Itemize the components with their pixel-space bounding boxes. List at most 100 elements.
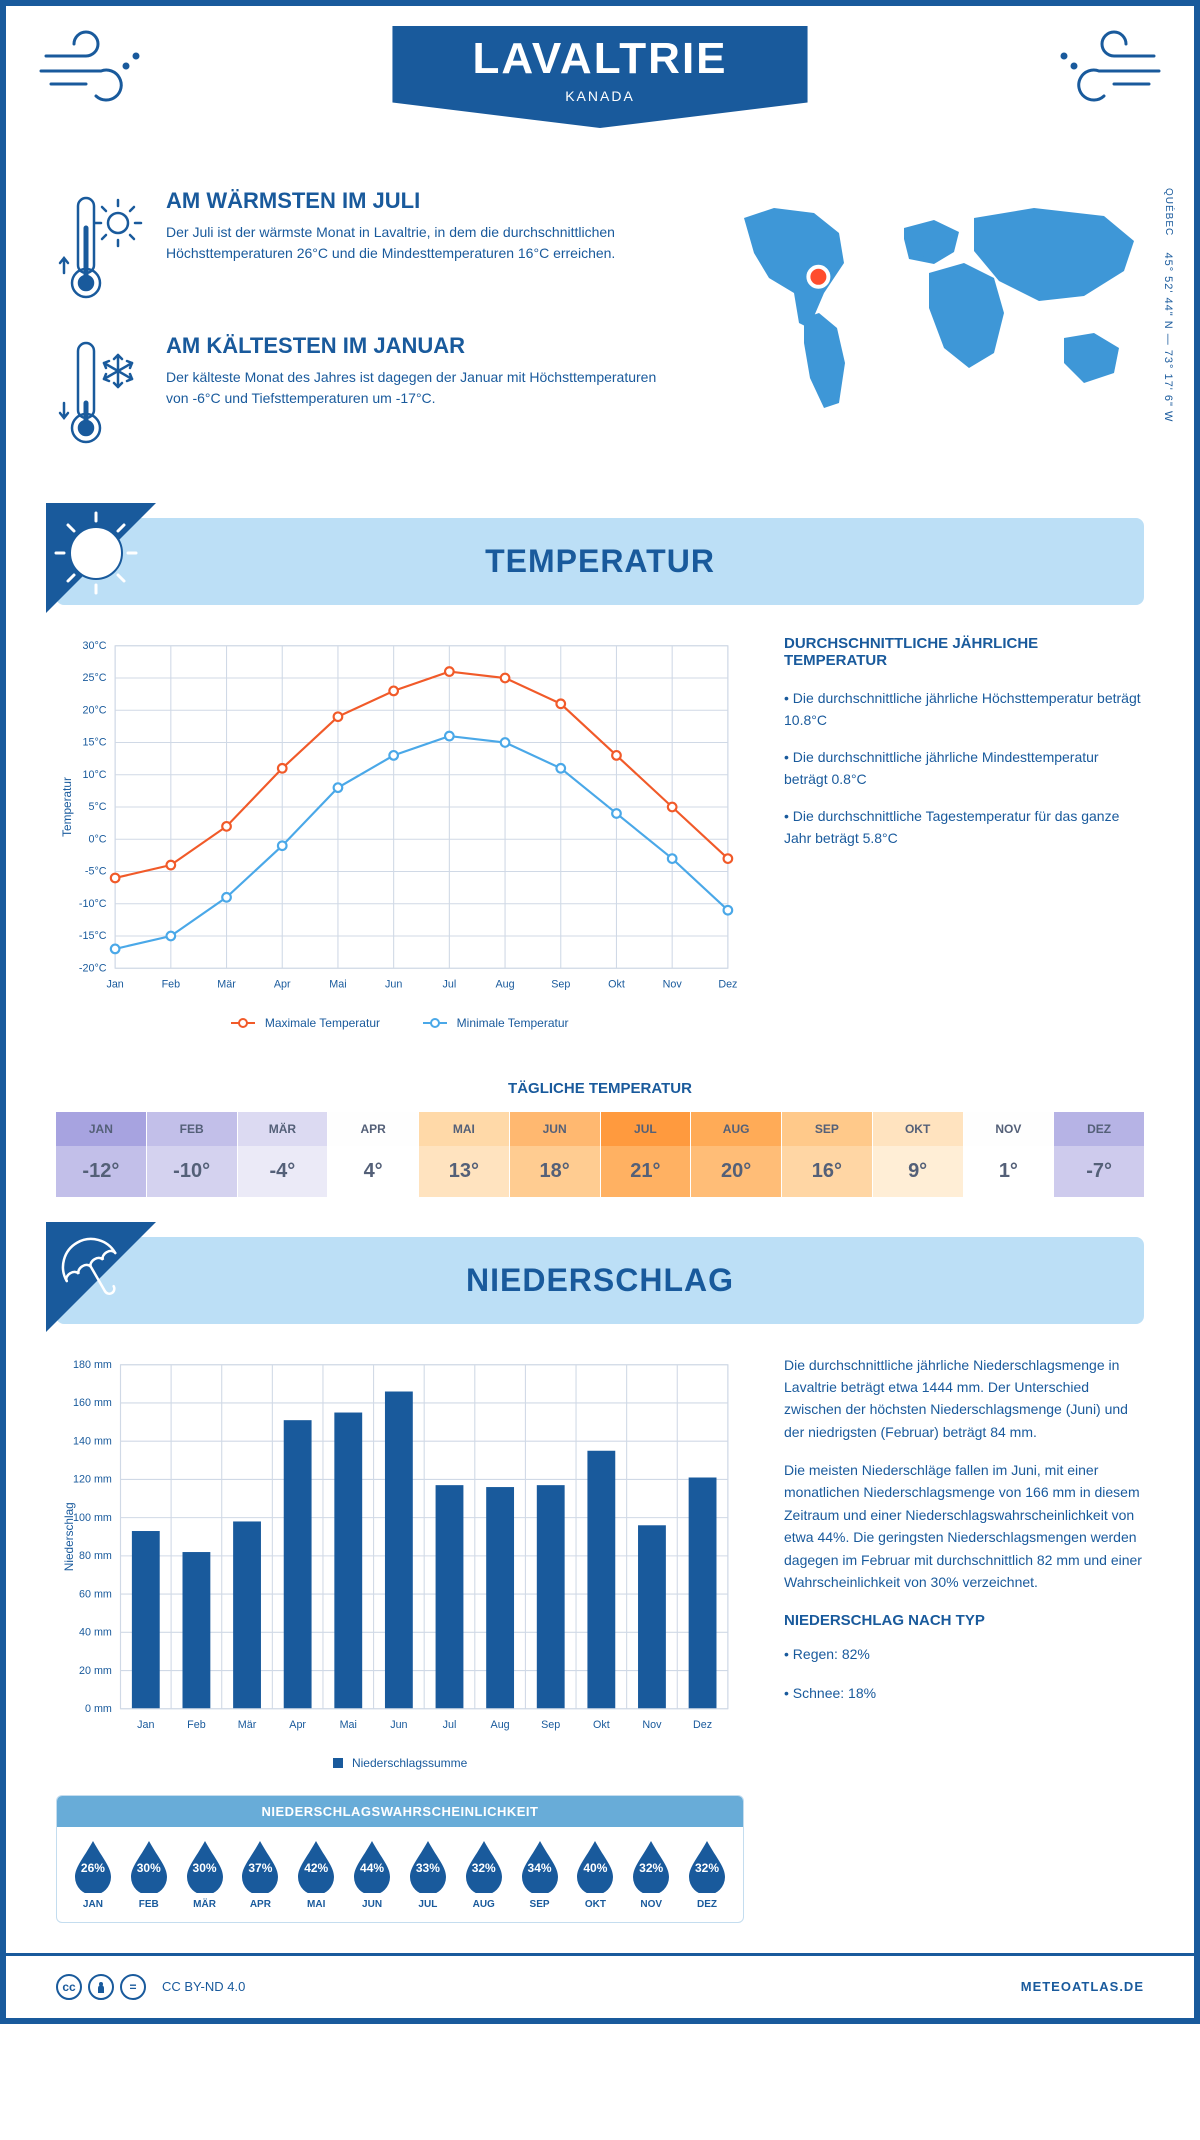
license-block: cc = CC BY-ND 4.0 bbox=[56, 1974, 245, 2000]
country-subtitle: KANADA bbox=[472, 88, 727, 104]
footer-brand: METEOATLAS.DE bbox=[1021, 1979, 1144, 1994]
precipitation-section-title: NIEDERSCHLAG bbox=[76, 1262, 1124, 1299]
coldest-text: Der kälteste Monat des Jahres ist dagege… bbox=[166, 367, 664, 409]
precipitation-left: 0 mm20 mm40 mm60 mm80 mm100 mm120 mm140 … bbox=[56, 1354, 744, 1923]
daily-temp-cell: JAN -12° bbox=[56, 1112, 147, 1197]
daily-temp-value: 20° bbox=[691, 1146, 781, 1197]
page-footer: cc = CC BY-ND 4.0 METEOATLAS.DE bbox=[6, 1953, 1194, 2018]
probability-value: 30% bbox=[137, 1861, 161, 1875]
probability-month: JUN bbox=[344, 1899, 400, 1910]
svg-text:Feb: Feb bbox=[187, 1719, 206, 1731]
probability-month: NOV bbox=[623, 1899, 679, 1910]
raindrop-icon: 32% bbox=[462, 1839, 506, 1893]
svg-text:Jun: Jun bbox=[385, 979, 402, 991]
temperature-description: DURCHSCHNITTLICHE JÄHRLICHE TEMPERATUR •… bbox=[784, 635, 1144, 1030]
svg-text:Sep: Sep bbox=[551, 979, 570, 991]
svg-text:Dez: Dez bbox=[718, 979, 737, 991]
daily-temp-month: DEZ bbox=[1054, 1112, 1144, 1146]
daily-temp-month: JUL bbox=[601, 1112, 691, 1146]
probability-value: 37% bbox=[248, 1861, 272, 1875]
temp-desc-p2: • Die durchschnittliche jährliche Mindes… bbox=[784, 746, 1144, 791]
precipitation-chart: 0 mm20 mm40 mm60 mm80 mm100 mm120 mm140 … bbox=[56, 1354, 744, 1741]
daily-temp-month: OKT bbox=[873, 1112, 963, 1146]
daily-temp-cell: AUG 20° bbox=[691, 1112, 782, 1197]
probability-cell: 30% FEB bbox=[121, 1839, 177, 1910]
svg-text:10°C: 10°C bbox=[82, 769, 106, 781]
probability-value: 44% bbox=[360, 1861, 384, 1875]
daily-temp-value: -12° bbox=[56, 1146, 146, 1197]
daily-temp-value: 16° bbox=[782, 1146, 872, 1197]
svg-text:Niederschlag: Niederschlag bbox=[62, 1502, 76, 1571]
svg-text:Nov: Nov bbox=[642, 1719, 662, 1731]
probability-grid: 26% JAN 30% FEB 30% MÄR 37% APR bbox=[57, 1827, 743, 1922]
temp-desc-title: DURCHSCHNITTLICHE JÄHRLICHE TEMPERATUR bbox=[784, 635, 1144, 669]
daily-temp-value: 21° bbox=[601, 1146, 691, 1197]
svg-text:Jan: Jan bbox=[137, 1719, 154, 1731]
svg-text:180 mm: 180 mm bbox=[73, 1358, 112, 1370]
warmest-text: Der Juli ist der wärmste Monat in Lavalt… bbox=[166, 222, 664, 264]
probability-cell: 42% MAI bbox=[288, 1839, 344, 1910]
probability-month: MAI bbox=[288, 1899, 344, 1910]
probability-month: APR bbox=[232, 1899, 288, 1910]
daily-temp-month: AUG bbox=[691, 1112, 781, 1146]
svg-text:Nov: Nov bbox=[663, 979, 683, 991]
svg-text:Dez: Dez bbox=[693, 1719, 712, 1731]
precip-type-title: NIEDERSCHLAG NACH TYP bbox=[784, 1609, 1144, 1633]
precip-legend-label: Niederschlagssumme bbox=[352, 1756, 467, 1770]
precipitation-section: 0 mm20 mm40 mm60 mm80 mm100 mm120 mm140 … bbox=[6, 1354, 1194, 1953]
svg-text:0°C: 0°C bbox=[88, 833, 106, 845]
probability-value: 42% bbox=[304, 1861, 328, 1875]
precipitation-section-header: NIEDERSCHLAG bbox=[56, 1237, 1144, 1324]
precipitation-description: Die durchschnittliche jährliche Niedersc… bbox=[784, 1354, 1144, 1923]
probability-month: OKT bbox=[567, 1899, 623, 1910]
coords-label: 45° 52' 44" N — 73° 17' 6" W bbox=[1162, 252, 1174, 422]
svg-text:Temperatur: Temperatur bbox=[60, 777, 74, 837]
probability-month: AUG bbox=[456, 1899, 512, 1910]
svg-text:Apr: Apr bbox=[289, 1719, 306, 1731]
temperature-summary: AM WÄRMSTEN IM JULI Der Juli ist der wär… bbox=[56, 188, 664, 478]
daily-temp-cell: NOV 1° bbox=[964, 1112, 1055, 1197]
cc-icon: cc bbox=[56, 1974, 82, 2000]
svg-text:Mär: Mär bbox=[217, 979, 236, 991]
coordinates: QUÉBEC 45° 52' 44" N — 73° 17' 6" W bbox=[1162, 188, 1174, 422]
probability-box: NIEDERSCHLAGSWAHRSCHEINLICHKEIT 26% JAN … bbox=[56, 1795, 744, 1923]
daily-temp-value: -4° bbox=[238, 1146, 328, 1197]
sun-icon bbox=[46, 503, 156, 613]
precip-desc-p1: Die durchschnittliche jährliche Niedersc… bbox=[784, 1354, 1144, 1444]
temperature-chart-section: -20°C-15°C-10°C-5°C0°C5°C10°C15°C20°C25°… bbox=[6, 635, 1194, 1060]
svg-text:Okt: Okt bbox=[593, 1719, 610, 1731]
svg-text:15°C: 15°C bbox=[82, 737, 106, 749]
raindrop-icon: 34% bbox=[518, 1839, 562, 1893]
probability-value: 33% bbox=[416, 1861, 440, 1875]
page-header: LAVALTRIE KANADA bbox=[6, 6, 1194, 168]
daily-temp-cell: JUN 18° bbox=[510, 1112, 601, 1197]
svg-text:100 mm: 100 mm bbox=[73, 1511, 112, 1523]
temperature-legend: Maximale Temperatur Minimale Temperatur bbox=[56, 1016, 744, 1030]
svg-text:0 mm: 0 mm bbox=[85, 1702, 112, 1714]
probability-month: SEP bbox=[512, 1899, 568, 1910]
temperature-section-title: TEMPERATUR bbox=[76, 543, 1124, 580]
probability-cell: 32% DEZ bbox=[679, 1839, 735, 1910]
probability-value: 40% bbox=[583, 1861, 607, 1875]
temp-desc-p1: • Die durchschnittliche jährliche Höchst… bbox=[784, 687, 1144, 732]
warmest-block: AM WÄRMSTEN IM JULI Der Juli ist der wär… bbox=[56, 188, 664, 308]
legend-max-label: Maximale Temperatur bbox=[265, 1016, 380, 1030]
svg-text:20 mm: 20 mm bbox=[79, 1664, 112, 1676]
svg-text:Feb: Feb bbox=[162, 979, 181, 991]
probability-value: 34% bbox=[528, 1861, 552, 1875]
daily-temp-title: TÄGLICHE TEMPERATUR bbox=[6, 1080, 1194, 1097]
svg-text:Mai: Mai bbox=[329, 979, 346, 991]
svg-text:160 mm: 160 mm bbox=[73, 1397, 112, 1409]
svg-text:-15°C: -15°C bbox=[79, 930, 107, 942]
daily-temp-cell: DEZ -7° bbox=[1054, 1112, 1144, 1197]
daily-temp-month: APR bbox=[328, 1112, 418, 1146]
daily-temp-value: -10° bbox=[147, 1146, 237, 1197]
temp-desc-p3: • Die durchschnittliche Tagestemperatur … bbox=[784, 805, 1144, 850]
svg-text:Jun: Jun bbox=[390, 1719, 407, 1731]
raindrop-icon: 32% bbox=[629, 1839, 673, 1893]
svg-text:60 mm: 60 mm bbox=[79, 1588, 112, 1600]
svg-text:80 mm: 80 mm bbox=[79, 1550, 112, 1562]
svg-text:20°C: 20°C bbox=[82, 704, 106, 716]
svg-text:Mai: Mai bbox=[340, 1719, 357, 1731]
header-banner: LAVALTRIE KANADA bbox=[392, 26, 807, 128]
